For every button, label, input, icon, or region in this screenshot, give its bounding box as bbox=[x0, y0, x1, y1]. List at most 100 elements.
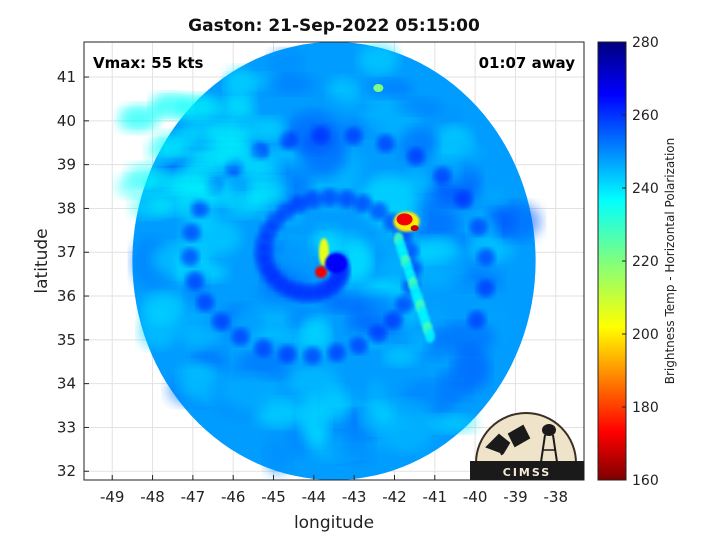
texture-blob bbox=[299, 394, 330, 445]
x-tick-label: -40 bbox=[463, 488, 488, 506]
spiral-band bbox=[354, 194, 373, 213]
y-tick-label: 33 bbox=[57, 418, 76, 436]
x-tick-label: -43 bbox=[342, 488, 367, 506]
spiral-band bbox=[454, 190, 473, 209]
cool-swath bbox=[174, 177, 215, 202]
cool-swath bbox=[179, 93, 220, 118]
texture-blob bbox=[483, 187, 508, 211]
spiral-band bbox=[182, 223, 201, 242]
colorbar-tick-label: 180 bbox=[632, 400, 659, 416]
chart-title: Gaston: 21-Sep-2022 05:15:00 bbox=[188, 16, 480, 36]
spiral-band bbox=[196, 293, 215, 312]
axis-ticks: -49 -48 -47 -46 -45 -44 -43 -42 -41 -40 -39 -38 32 33… bbox=[57, 68, 568, 506]
spiral-band bbox=[469, 218, 488, 237]
convective-cell-core bbox=[410, 225, 419, 232]
texture-blob bbox=[420, 414, 478, 433]
texture-blob bbox=[404, 237, 460, 264]
y-tick-label: 40 bbox=[57, 112, 76, 130]
eyewall-core bbox=[315, 265, 328, 278]
texture-blob bbox=[358, 43, 399, 76]
cool-swath bbox=[246, 116, 287, 141]
colorbar: 160 180 200 220 240 260 280 Brightness Temp - … bbox=[597, 35, 677, 489]
spiral-band bbox=[311, 126, 330, 145]
spiral-band bbox=[349, 336, 368, 355]
spiral-band bbox=[384, 311, 403, 330]
colorbar-tick-label: 280 bbox=[632, 35, 659, 51]
x-tick-label: -48 bbox=[140, 488, 165, 506]
y-tick-label: 34 bbox=[57, 375, 76, 393]
x-tick-label: -42 bbox=[382, 488, 407, 506]
spiral-band bbox=[279, 131, 298, 150]
colorbar-tick-label: 160 bbox=[632, 473, 659, 489]
y-axis-label: latitude bbox=[32, 228, 52, 293]
spiral-band bbox=[327, 343, 346, 362]
cool-swath bbox=[116, 174, 157, 199]
x-tick-label: -41 bbox=[423, 488, 448, 506]
colorbar-tick-label: 220 bbox=[632, 254, 659, 270]
y-tick-label: 39 bbox=[57, 156, 76, 174]
x-tick-label: -46 bbox=[221, 488, 246, 506]
brightness-temperature-field bbox=[116, 43, 542, 475]
x-tick-label: -44 bbox=[302, 488, 327, 506]
y-tick-label: 32 bbox=[57, 462, 76, 480]
cool-swath bbox=[215, 98, 256, 123]
spiral-band bbox=[190, 199, 209, 218]
spiral-band bbox=[181, 248, 200, 267]
texture-blob bbox=[298, 127, 347, 178]
texture-blob bbox=[140, 293, 183, 325]
spiral-band bbox=[368, 325, 387, 344]
y-tick-label: 36 bbox=[57, 287, 76, 305]
spiral-band bbox=[337, 189, 356, 208]
texture-blob bbox=[382, 346, 418, 367]
cool-swath bbox=[151, 92, 192, 117]
colorbar-ticks: 160 180 200 220 240 260 280 bbox=[622, 35, 659, 489]
cool-swath bbox=[146, 139, 187, 164]
spiral-band bbox=[289, 195, 308, 214]
x-tick-label: -49 bbox=[100, 488, 125, 506]
texture-blob bbox=[275, 241, 327, 283]
texture-blob bbox=[268, 49, 304, 78]
logo-text: CIMSS bbox=[503, 466, 551, 479]
colorbar-tick-label: 240 bbox=[632, 181, 659, 197]
north-cell bbox=[373, 83, 384, 92]
spiral-band bbox=[254, 338, 273, 357]
colorbar-tick-label: 200 bbox=[632, 327, 659, 343]
texture-blob bbox=[225, 72, 279, 90]
water-tower-icon bbox=[540, 424, 558, 463]
texture-blob bbox=[411, 380, 474, 407]
spiral-band bbox=[320, 188, 339, 207]
spiral-band bbox=[467, 310, 486, 329]
storm-eye bbox=[325, 253, 348, 274]
spiral-band bbox=[211, 312, 230, 331]
spiral-band bbox=[477, 248, 496, 267]
y-tick-label: 37 bbox=[57, 243, 76, 261]
colorbar-label: Brightness Temp - Horizontal Polarizatio… bbox=[663, 138, 677, 385]
texture-blob bbox=[452, 345, 491, 391]
texture-blob bbox=[325, 414, 363, 461]
spiral-band bbox=[231, 327, 250, 346]
texture-blob bbox=[223, 374, 282, 411]
texture-blob bbox=[265, 73, 316, 95]
spiral-band bbox=[369, 202, 388, 221]
storm-features bbox=[315, 83, 435, 343]
spiral-band bbox=[303, 346, 322, 365]
texture-blob bbox=[362, 78, 413, 99]
x-tick-label: -47 bbox=[181, 488, 206, 506]
spiral-band bbox=[406, 147, 425, 166]
texture-blob bbox=[380, 417, 432, 453]
plot-area: -49 -48 -47 -46 -45 -44 -43 -42 -41 -40 -39 -38 32 33… bbox=[32, 41, 585, 533]
satellite-dish-icon bbox=[485, 424, 531, 456]
texture-blob bbox=[287, 364, 340, 399]
texture-blob bbox=[434, 322, 497, 353]
cool-swath bbox=[241, 184, 282, 209]
texture-blob bbox=[180, 327, 221, 350]
convective-cell-core bbox=[396, 213, 413, 226]
colorbar-tick-label: 260 bbox=[632, 108, 659, 124]
swath bbox=[116, 42, 542, 480]
spiral-band bbox=[395, 294, 414, 313]
spiral-band bbox=[304, 190, 323, 209]
spiral-band bbox=[476, 279, 495, 298]
rainband-cell bbox=[424, 328, 435, 343]
x-axis-label: longitude bbox=[294, 513, 374, 533]
